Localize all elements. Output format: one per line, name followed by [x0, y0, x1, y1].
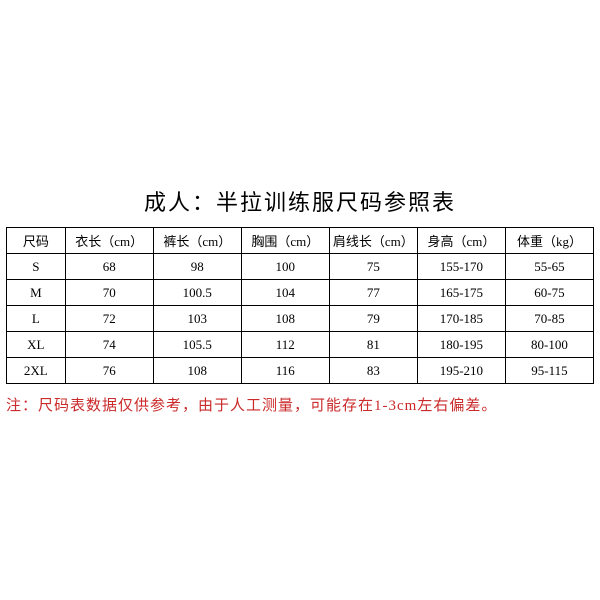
cell-value: 112 [241, 332, 329, 358]
cell-value: 79 [329, 306, 417, 332]
cell-value: 55-65 [505, 254, 593, 280]
cell-value: 170-185 [417, 306, 505, 332]
size-table: 尺码 衣长（cm） 裤长（cm） 胸围（cm） 肩线长（cm） 身高（cm） 体… [6, 227, 594, 384]
cell-value: 77 [329, 280, 417, 306]
cell-value: 103 [153, 306, 241, 332]
table-row: 2XL 76 108 116 83 195-210 95-115 [7, 358, 594, 384]
cell-value: 195-210 [417, 358, 505, 384]
cell-value: 100.5 [153, 280, 241, 306]
cell-value: 81 [329, 332, 417, 358]
header-height: 身高（cm） [417, 228, 505, 254]
cell-value: 74 [65, 332, 153, 358]
cell-value: 105.5 [153, 332, 241, 358]
cell-value: 72 [65, 306, 153, 332]
cell-value: 70 [65, 280, 153, 306]
cell-value: 83 [329, 358, 417, 384]
cell-value: 70-85 [505, 306, 593, 332]
header-length: 衣长（cm） [65, 228, 153, 254]
cell-value: 180-195 [417, 332, 505, 358]
cell-value: 108 [153, 358, 241, 384]
table-header-row: 尺码 衣长（cm） 裤长（cm） 胸围（cm） 肩线长（cm） 身高（cm） 体… [7, 228, 594, 254]
header-shoulder: 肩线长（cm） [329, 228, 417, 254]
cell-value: 104 [241, 280, 329, 306]
cell-size: XL [7, 332, 66, 358]
cell-value: 75 [329, 254, 417, 280]
cell-value: 108 [241, 306, 329, 332]
cell-size: L [7, 306, 66, 332]
cell-value: 80-100 [505, 332, 593, 358]
header-weight: 体重（kg） [505, 228, 593, 254]
cell-value: 116 [241, 358, 329, 384]
footnote: 注：尺码表数据仅供参考，由于人工测量，可能存在1-3cm左右偏差。 [6, 394, 594, 415]
header-pants: 裤长（cm） [153, 228, 241, 254]
cell-value: 155-170 [417, 254, 505, 280]
cell-value: 68 [65, 254, 153, 280]
cell-value: 98 [153, 254, 241, 280]
cell-value: 60-75 [505, 280, 593, 306]
table-row: M 70 100.5 104 77 165-175 60-75 [7, 280, 594, 306]
cell-size: S [7, 254, 66, 280]
table-row: L 72 103 108 79 170-185 70-85 [7, 306, 594, 332]
header-size: 尺码 [7, 228, 66, 254]
cell-value: 95-115 [505, 358, 593, 384]
cell-size: 2XL [7, 358, 66, 384]
table-title: 成人：半拉训练服尺码参照表 [6, 185, 594, 217]
cell-size: M [7, 280, 66, 306]
cell-value: 165-175 [417, 280, 505, 306]
table-row: S 68 98 100 75 155-170 55-65 [7, 254, 594, 280]
table-row: XL 74 105.5 112 81 180-195 80-100 [7, 332, 594, 358]
cell-value: 76 [65, 358, 153, 384]
header-chest: 胸围（cm） [241, 228, 329, 254]
cell-value: 100 [241, 254, 329, 280]
